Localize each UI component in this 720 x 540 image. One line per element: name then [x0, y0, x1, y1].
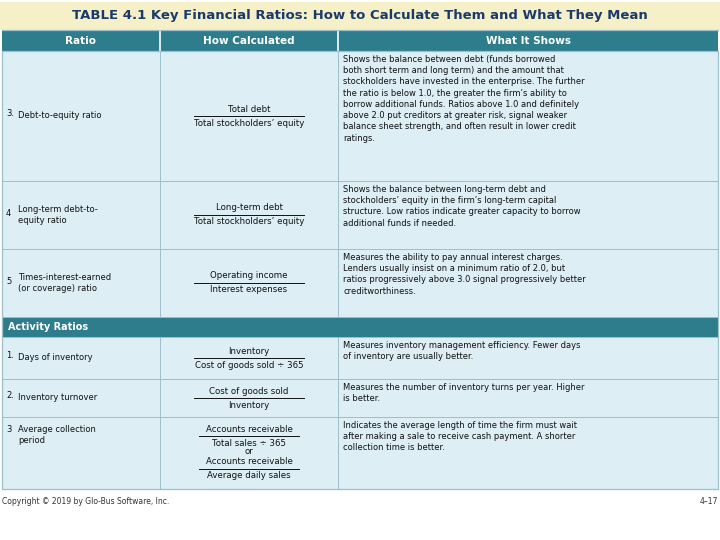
Text: Inventory: Inventory [228, 401, 269, 409]
Text: Cost of goods sold ÷ 365: Cost of goods sold ÷ 365 [194, 361, 303, 369]
Bar [2, 379, 718, 417]
Text: Operating income: Operating income [210, 272, 288, 280]
Text: Interest expenses: Interest expenses [210, 286, 287, 294]
Text: Activity Ratios: Activity Ratios [8, 322, 88, 332]
Bar [2, 337, 718, 379]
Text: 3.: 3. [6, 110, 14, 118]
Text: Shows the balance between debt (funds borrowed
both short term and long term) an: Shows the balance between debt (funds bo… [343, 55, 585, 143]
Text: Measures the number of inventory turns per year. Higher
is better.: Measures the number of inventory turns p… [343, 383, 585, 403]
Text: How Calculated: How Calculated [203, 36, 294, 45]
Text: 4: 4 [6, 208, 12, 218]
Text: Inventory turnover: Inventory turnover [18, 394, 97, 402]
Text: 3: 3 [6, 425, 12, 434]
Text: Times-interest-earned
(or coverage) ratio: Times-interest-earned (or coverage) rati… [18, 273, 111, 293]
Bar [2, 249, 718, 317]
Text: Total stockholders’ equity: Total stockholders’ equity [194, 118, 304, 127]
Text: Total debt: Total debt [228, 105, 270, 113]
Text: Accounts receivable: Accounts receivable [206, 424, 292, 434]
Bar [2, 417, 718, 489]
Text: Average collection
period: Average collection period [18, 425, 96, 446]
Text: Measures the ability to pay annual interest charges.
Lenders usually insist on a: Measures the ability to pay annual inter… [343, 253, 586, 296]
Text: 1.: 1. [6, 352, 14, 361]
Bar [0, 2, 720, 30]
Text: 4–17: 4–17 [700, 497, 718, 506]
Text: Ratio: Ratio [66, 36, 96, 45]
Text: 5: 5 [6, 276, 12, 286]
Text: Total sales ÷ 365: Total sales ÷ 365 [212, 438, 286, 448]
Text: 2.: 2. [6, 392, 14, 401]
Text: Long-term debt: Long-term debt [215, 204, 282, 213]
Text: Accounts receivable: Accounts receivable [206, 457, 292, 467]
Text: What It Shows: What It Shows [485, 36, 570, 45]
Bar [2, 30, 718, 51]
Text: Shows the balance between long-term debt and
stockholders’ equity in the firm’s : Shows the balance between long-term debt… [343, 185, 580, 228]
Text: TABLE 4.1 Key Financial Ratios: How to Calculate Them and What They Mean: TABLE 4.1 Key Financial Ratios: How to C… [72, 10, 648, 23]
Text: Average daily sales: Average daily sales [207, 471, 291, 481]
Text: Long-term debt-to-
equity ratio: Long-term debt-to- equity ratio [18, 205, 98, 225]
Bar [2, 51, 718, 181]
Text: or: or [245, 448, 253, 456]
Text: Copyright © 2019 by Glo-Bus Software, Inc.: Copyright © 2019 by Glo-Bus Software, In… [2, 497, 169, 506]
Bar [2, 181, 718, 249]
Text: Indicates the average length of time the firm must wait
after making a sale to r: Indicates the average length of time the… [343, 421, 577, 453]
Text: Inventory: Inventory [228, 347, 269, 355]
Text: Debt-to-equity ratio: Debt-to-equity ratio [18, 111, 102, 120]
Text: Total stockholders’ equity: Total stockholders’ equity [194, 218, 304, 226]
Bar [2, 317, 718, 337]
Text: Days of inventory: Days of inventory [18, 354, 93, 362]
Text: Cost of goods sold: Cost of goods sold [210, 387, 289, 395]
Text: Measures inventory management efficiency. Fewer days
of inventory are usually be: Measures inventory management efficiency… [343, 341, 580, 361]
